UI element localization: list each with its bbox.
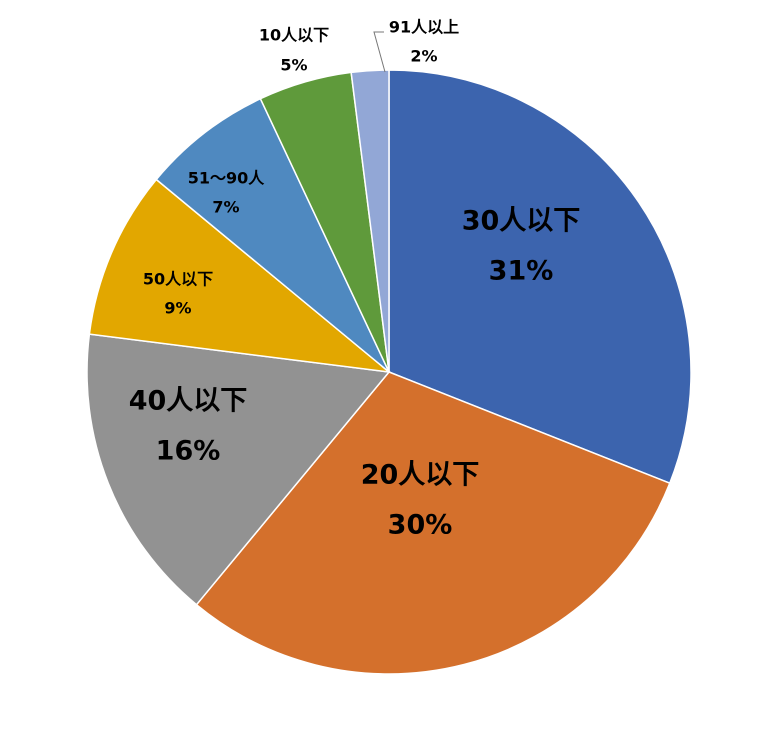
slice-label: 30人以下: [462, 206, 581, 237]
slice-label: 51〜90人: [188, 169, 266, 188]
value-label: 7%: [212, 198, 239, 217]
value-label: 16%: [156, 436, 221, 467]
slice-label: 20人以下: [361, 460, 480, 491]
value-label: 5%: [280, 56, 307, 75]
pie-slice: [88, 178, 392, 374]
value-label: 2%: [410, 47, 437, 66]
pie-slice: [86, 333, 391, 606]
slice-label: 50人以下: [143, 270, 213, 289]
slice-label: 10人以下: [259, 26, 329, 45]
slice-label: 40人以下: [129, 386, 248, 417]
pie-slice: [350, 69, 390, 373]
value-label: 30%: [388, 510, 453, 541]
value-label: 31%: [489, 256, 554, 287]
value-label: 9%: [164, 299, 191, 318]
slice-label: 91人以上: [389, 18, 459, 37]
pie-slice: [388, 69, 692, 485]
leader-line: [373, 31, 386, 73]
pie-slice: [195, 371, 671, 675]
pie-slice: [155, 97, 390, 373]
